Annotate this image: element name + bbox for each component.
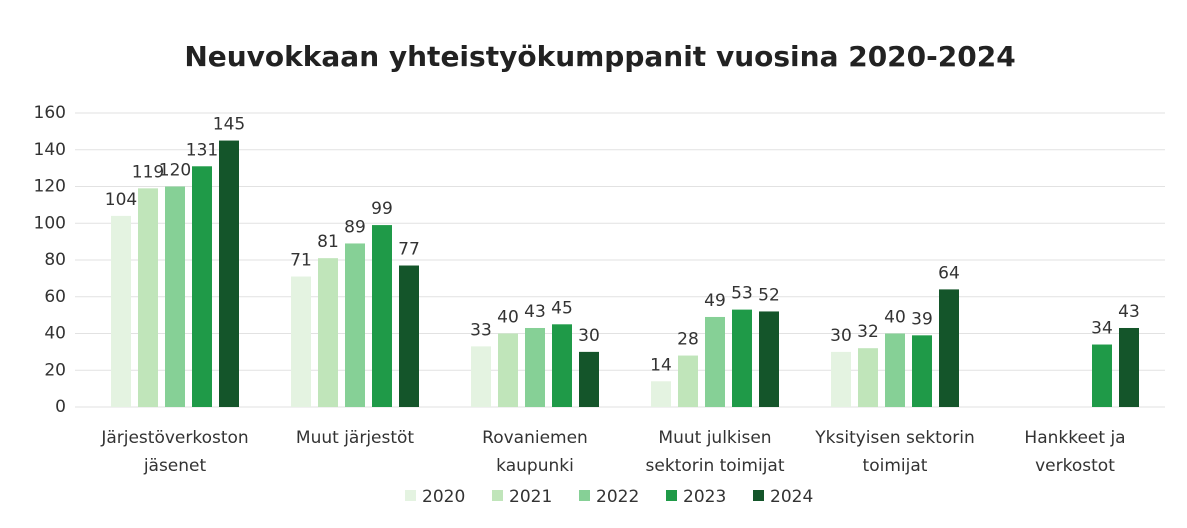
x-tick-label: Rovaniemen kaupunki <box>482 428 588 476</box>
data-label: 89 <box>344 217 366 237</box>
chart-title: Neuvokkaan yhteistyökumppanit vuosina 20… <box>184 40 1015 73</box>
data-label: 81 <box>317 232 339 252</box>
data-label: 145 <box>213 115 245 135</box>
data-label: 45 <box>551 298 573 318</box>
data-label: 52 <box>758 285 780 305</box>
data-label: 14 <box>650 355 672 375</box>
bar <box>525 327 545 407</box>
data-label: 120 <box>159 161 191 181</box>
x-tick-label: Yksityisen sektorin toimijat <box>815 428 975 476</box>
bar <box>885 333 905 407</box>
y-tick-label: 160 <box>34 103 66 123</box>
data-label: 32 <box>857 322 879 342</box>
bar <box>579 351 599 407</box>
legend-swatch <box>405 490 416 501</box>
legend-label: 2021 <box>509 487 552 507</box>
x-tick-label: Muut järjestöt <box>295 428 415 448</box>
bar <box>111 215 131 407</box>
bar <box>138 188 158 407</box>
y-tick-label: 100 <box>34 213 66 233</box>
bar <box>1092 344 1112 407</box>
data-label: 77 <box>398 240 420 260</box>
bar <box>858 348 878 407</box>
bar <box>651 381 671 407</box>
data-label: 39 <box>911 309 933 329</box>
legend-swatch <box>666 490 677 501</box>
data-label: 119 <box>132 162 164 182</box>
data-label: 40 <box>497 308 519 328</box>
y-tick-label: 60 <box>44 287 66 307</box>
data-label: 53 <box>731 284 753 304</box>
data-label: 33 <box>470 320 492 340</box>
bar <box>939 289 959 407</box>
y-tick-label: 0 <box>55 397 66 417</box>
bar <box>345 243 365 407</box>
bar <box>498 333 518 407</box>
y-tick-label: 40 <box>44 324 66 344</box>
legend-label: 2020 <box>422 487 465 507</box>
bar <box>831 351 851 407</box>
bar <box>165 186 185 407</box>
bar <box>219 140 239 407</box>
bar <box>732 309 752 407</box>
x-tick-label: Järjestöverkoston jäsenet <box>101 428 249 476</box>
legend-label: 2024 <box>770 487 813 507</box>
bar <box>678 355 698 407</box>
bar <box>1119 327 1139 407</box>
bar <box>705 316 725 407</box>
legend-swatch <box>492 490 503 501</box>
data-label: 71 <box>290 251 312 271</box>
y-tick-label: 120 <box>34 177 66 197</box>
bar <box>912 335 932 407</box>
bar <box>759 311 779 407</box>
bar <box>192 166 212 407</box>
bar <box>399 265 419 407</box>
y-tick-label: 140 <box>34 140 66 160</box>
bar <box>471 346 491 407</box>
y-tick-label: 20 <box>44 360 66 380</box>
data-label: 104 <box>105 190 137 210</box>
data-label: 49 <box>704 291 726 311</box>
legend-label: 2023 <box>683 487 726 507</box>
data-label: 40 <box>884 308 906 328</box>
data-label: 30 <box>578 326 600 346</box>
legend-swatch <box>579 490 590 501</box>
data-label: 131 <box>186 140 218 160</box>
data-label: 28 <box>677 330 699 350</box>
x-tick-label: Muut julkisen sektorin toimijat <box>645 428 785 476</box>
bar <box>318 258 338 407</box>
bar <box>372 225 392 407</box>
data-label: 43 <box>524 302 546 322</box>
x-tick-label: Hankkeet ja verkostot <box>1024 428 1126 476</box>
data-label: 30 <box>830 326 852 346</box>
bar <box>291 276 311 407</box>
y-tick-label: 80 <box>44 250 66 270</box>
data-label: 43 <box>1118 302 1140 322</box>
legend-swatch <box>753 490 764 501</box>
data-label: 64 <box>938 263 960 283</box>
data-label: 34 <box>1091 319 1113 339</box>
data-label: 99 <box>371 199 393 219</box>
bar <box>552 324 572 407</box>
legend-label: 2022 <box>596 487 639 507</box>
